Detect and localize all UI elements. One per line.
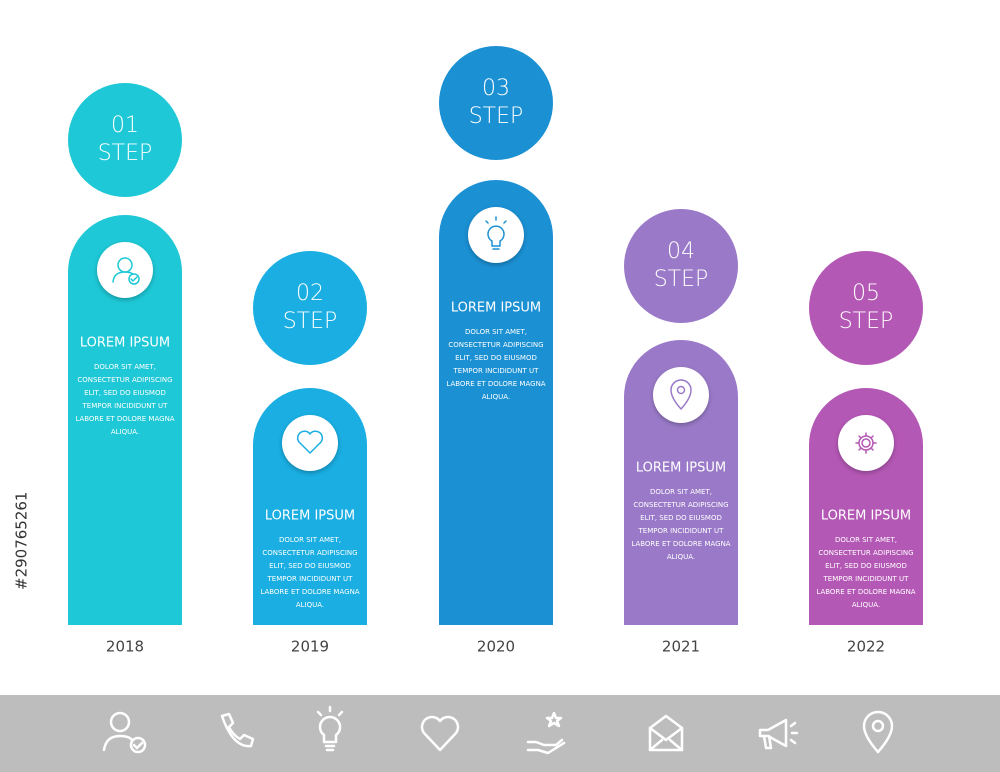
step-circle xyxy=(68,83,182,197)
icon-circle xyxy=(97,242,153,298)
pillar xyxy=(253,388,367,625)
icon-circle xyxy=(838,415,894,471)
step-body-line: ALIQUA. xyxy=(667,553,695,561)
step-circle xyxy=(253,251,367,365)
step-body-line: CONSECTETUR ADIPISCING xyxy=(262,549,357,557)
step-title: LOREM IPSUM xyxy=(80,336,170,351)
step-label: STEP xyxy=(654,267,709,292)
step-number: 05 xyxy=(852,281,880,306)
step-body-line: TEMPOR INCIDIDUNT UT xyxy=(638,527,725,535)
step-icon xyxy=(112,257,140,285)
step-circle xyxy=(439,46,553,160)
step-body-line: ALIQUA. xyxy=(296,601,324,609)
step-body-line: CONSECTETUR ADIPISCING xyxy=(633,501,728,509)
icon-circle xyxy=(653,367,709,423)
icon-circle xyxy=(282,415,338,471)
step-body-line: TEMPOR INCIDIDUNT UT xyxy=(823,575,910,583)
step-body-line: CONSECTETUR ADIPISCING xyxy=(448,341,543,349)
year: 2019 xyxy=(291,638,329,656)
step-number: 03 xyxy=(482,76,510,101)
stock-id: #290765261 xyxy=(13,492,31,590)
pillar xyxy=(624,340,738,625)
step: 02 STEP LOREM IPSUM DOLOR SIT AMET, CONSECTE… xyxy=(253,251,367,656)
year: 2021 xyxy=(662,638,700,656)
step-body-line: ELIT, SED DO EIUSMOD xyxy=(455,354,537,362)
step: 03 STEP LOREM IPSUM DOLOR SIT AMET, CONSECTE… xyxy=(439,46,553,656)
step: 04 STEP LOREM IPSUM DOLOR SIT AMET, CONSECTE… xyxy=(624,209,738,656)
bar-icons xyxy=(102,705,894,755)
year: 2022 xyxy=(847,638,885,656)
step-body-line: CONSECTETUR ADIPISCING xyxy=(818,549,913,557)
step-number: 04 xyxy=(667,239,695,264)
step-body-line: ELIT, SED DO EIUSMOD xyxy=(269,562,351,570)
year: 2020 xyxy=(477,638,515,656)
step-body-line: DOLOR SIT AMET, xyxy=(835,536,897,544)
step-body-line: CONSECTETUR ADIPISCING xyxy=(77,376,172,384)
step-label: STEP xyxy=(469,104,524,129)
step-body-line: ALIQUA. xyxy=(111,428,139,436)
pillar xyxy=(809,388,923,625)
icon-circle xyxy=(468,207,524,263)
step-label: STEP xyxy=(98,141,153,166)
step-number: 01 xyxy=(111,113,139,138)
step-body-line: LABORE ET DOLORE MAGNA xyxy=(631,540,730,548)
step-body-line: DOLOR SIT AMET, xyxy=(650,488,712,496)
step-body-line: DOLOR SIT AMET, xyxy=(279,536,341,544)
step-number: 02 xyxy=(296,281,324,306)
step-body-line: ELIT, SED DO EIUSMOD xyxy=(84,389,166,397)
step-body-line: LABORE ET DOLORE MAGNA xyxy=(446,380,545,388)
step-title: LOREM IPSUM xyxy=(821,509,911,524)
step-title: LOREM IPSUM xyxy=(636,461,726,476)
step-body-line: LABORE ET DOLORE MAGNA xyxy=(260,588,359,596)
step: 05 STEP LOREM IPSUM DOLOR SIT AMET, CONSECTE… xyxy=(809,251,923,656)
step-title: LOREM IPSUM xyxy=(451,301,541,316)
step-body-line: LABORE ET DOLORE MAGNA xyxy=(816,588,915,596)
step-body-line: ELIT, SED DO EIUSMOD xyxy=(825,562,907,570)
step-body-line: TEMPOR INCIDIDUNT UT xyxy=(82,402,169,410)
step-body-line: ALIQUA. xyxy=(852,601,880,609)
step-icon xyxy=(855,432,877,454)
step-body-line: LABORE ET DOLORE MAGNA xyxy=(75,415,174,423)
icon-bar xyxy=(0,695,1000,772)
step-icon xyxy=(296,430,324,454)
step-body-line: TEMPOR INCIDIDUNT UT xyxy=(267,575,354,583)
step-body-line: TEMPOR INCIDIDUNT UT xyxy=(453,367,540,375)
step-circle xyxy=(809,251,923,365)
step-body-line: DOLOR SIT AMET, xyxy=(94,363,156,371)
step-label: STEP xyxy=(283,309,338,334)
step-label: STEP xyxy=(839,309,894,334)
step-body-line: DOLOR SIT AMET, xyxy=(465,328,527,336)
step-icon xyxy=(670,379,692,410)
pillar xyxy=(439,180,553,625)
pillar xyxy=(68,215,182,625)
step-title: LOREM IPSUM xyxy=(265,509,355,524)
step: 01 STEP LOREM IPSUM DOLOR SIT AMET, CONSECTE… xyxy=(68,83,182,656)
year: 2018 xyxy=(106,638,144,656)
step-icon xyxy=(485,216,507,250)
step-body-line: ELIT, SED DO EIUSMOD xyxy=(640,514,722,522)
step-body-line: ALIQUA. xyxy=(482,393,510,401)
step-circle xyxy=(624,209,738,323)
